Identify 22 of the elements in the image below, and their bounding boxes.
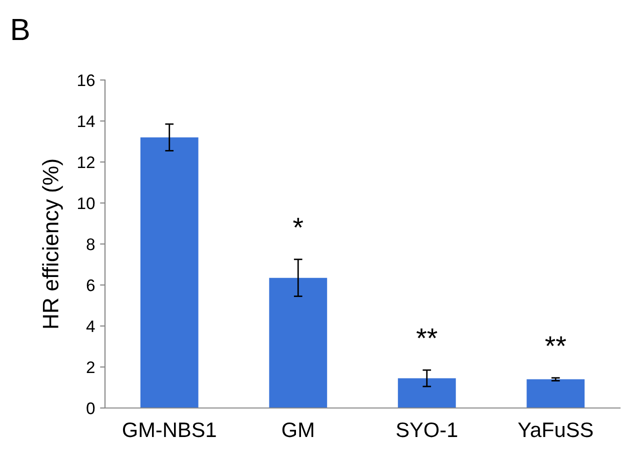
y-tick-label: 6	[86, 279, 95, 292]
y-tick-label: 16	[78, 74, 95, 86]
bar	[140, 137, 198, 408]
y-axis-title: HR efficiency (%)	[42, 160, 63, 328]
x-tick-label: SYO-1	[396, 422, 458, 438]
y-tick-label: 8	[86, 238, 95, 250]
annotation: **	[545, 336, 566, 346]
bar	[398, 378, 456, 408]
y-tick-label: 0	[86, 402, 95, 414]
x-tick-label: GM-NBS1	[122, 422, 216, 438]
y-tick-label: 14	[78, 116, 95, 128]
x-tick-label: GM	[282, 422, 314, 438]
annotation: **	[416, 328, 438, 338]
x-tick-label: YaFuSS	[518, 422, 593, 438]
text: B	[12, 18, 29, 40]
y-tick-label: 10	[78, 197, 95, 210]
bar	[526, 379, 585, 408]
y-tick-label: 12	[78, 156, 94, 168]
y-tick-label: 2	[86, 361, 94, 374]
annotation: *	[293, 218, 304, 228]
y-tick-label: 4	[86, 320, 95, 332]
bar	[269, 278, 328, 408]
